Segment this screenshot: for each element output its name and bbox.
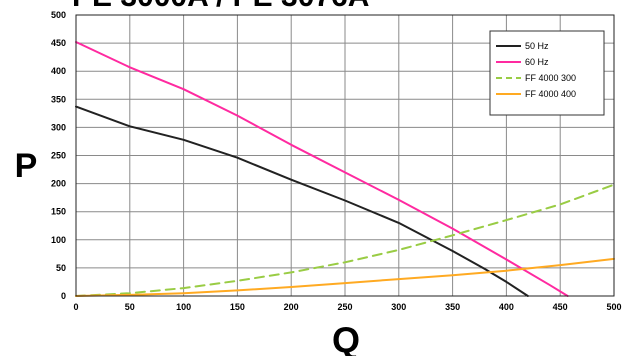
series-line-2 xyxy=(75,183,615,297)
y-tick-label: 400 xyxy=(51,66,66,76)
legend-label: FF 4000 300 xyxy=(525,73,576,83)
x-tick-label: 150 xyxy=(230,302,245,312)
y-axis-label: P xyxy=(15,147,38,185)
y-tick-label: 50 xyxy=(56,263,66,273)
y-tick-label: 450 xyxy=(51,38,66,48)
x-tick-label: 250 xyxy=(337,302,352,312)
legend: 50 Hz 60 Hz FF 4000 300 FF 4000 400 xyxy=(489,30,605,116)
x-tick-label: 300 xyxy=(391,302,406,312)
y-tick-label: 250 xyxy=(51,151,66,161)
series-line-1 xyxy=(75,41,569,297)
chart-title: PE 3000A / PE 3076A xyxy=(72,0,369,13)
y-tick-label: 200 xyxy=(51,179,66,189)
series-line-3 xyxy=(75,257,615,297)
y-tick-label: 350 xyxy=(51,94,66,104)
x-tick-label: 400 xyxy=(499,302,514,312)
legend-label: FF 4000 400 xyxy=(525,89,576,99)
x-axis-label: Q xyxy=(332,320,360,356)
series-lines xyxy=(75,41,615,297)
tick-labels: 0 50 100 150 200 250 300 350 400 450 500 0 50 100 150 2… xyxy=(51,10,622,312)
y-tick-label: 300 xyxy=(51,122,66,132)
legend-label: 50 Hz xyxy=(525,41,549,51)
x-tick-label: 50 xyxy=(125,302,135,312)
y-tick-label: 0 xyxy=(61,291,66,301)
y-tick-label: 100 xyxy=(51,235,66,245)
x-tick-label: 100 xyxy=(176,302,191,312)
x-tick-label: 500 xyxy=(606,302,621,312)
y-tick-label: 150 xyxy=(51,207,66,217)
series-line-0 xyxy=(75,105,529,297)
plot-frame xyxy=(75,14,615,297)
x-tick-label: 350 xyxy=(445,302,460,312)
y-tick-label: 500 xyxy=(51,10,66,20)
x-tick-label: 0 xyxy=(73,302,78,312)
legend-label: 60 Hz xyxy=(525,57,549,67)
x-tick-label: 200 xyxy=(284,302,299,312)
x-tick-label: 450 xyxy=(553,302,568,312)
